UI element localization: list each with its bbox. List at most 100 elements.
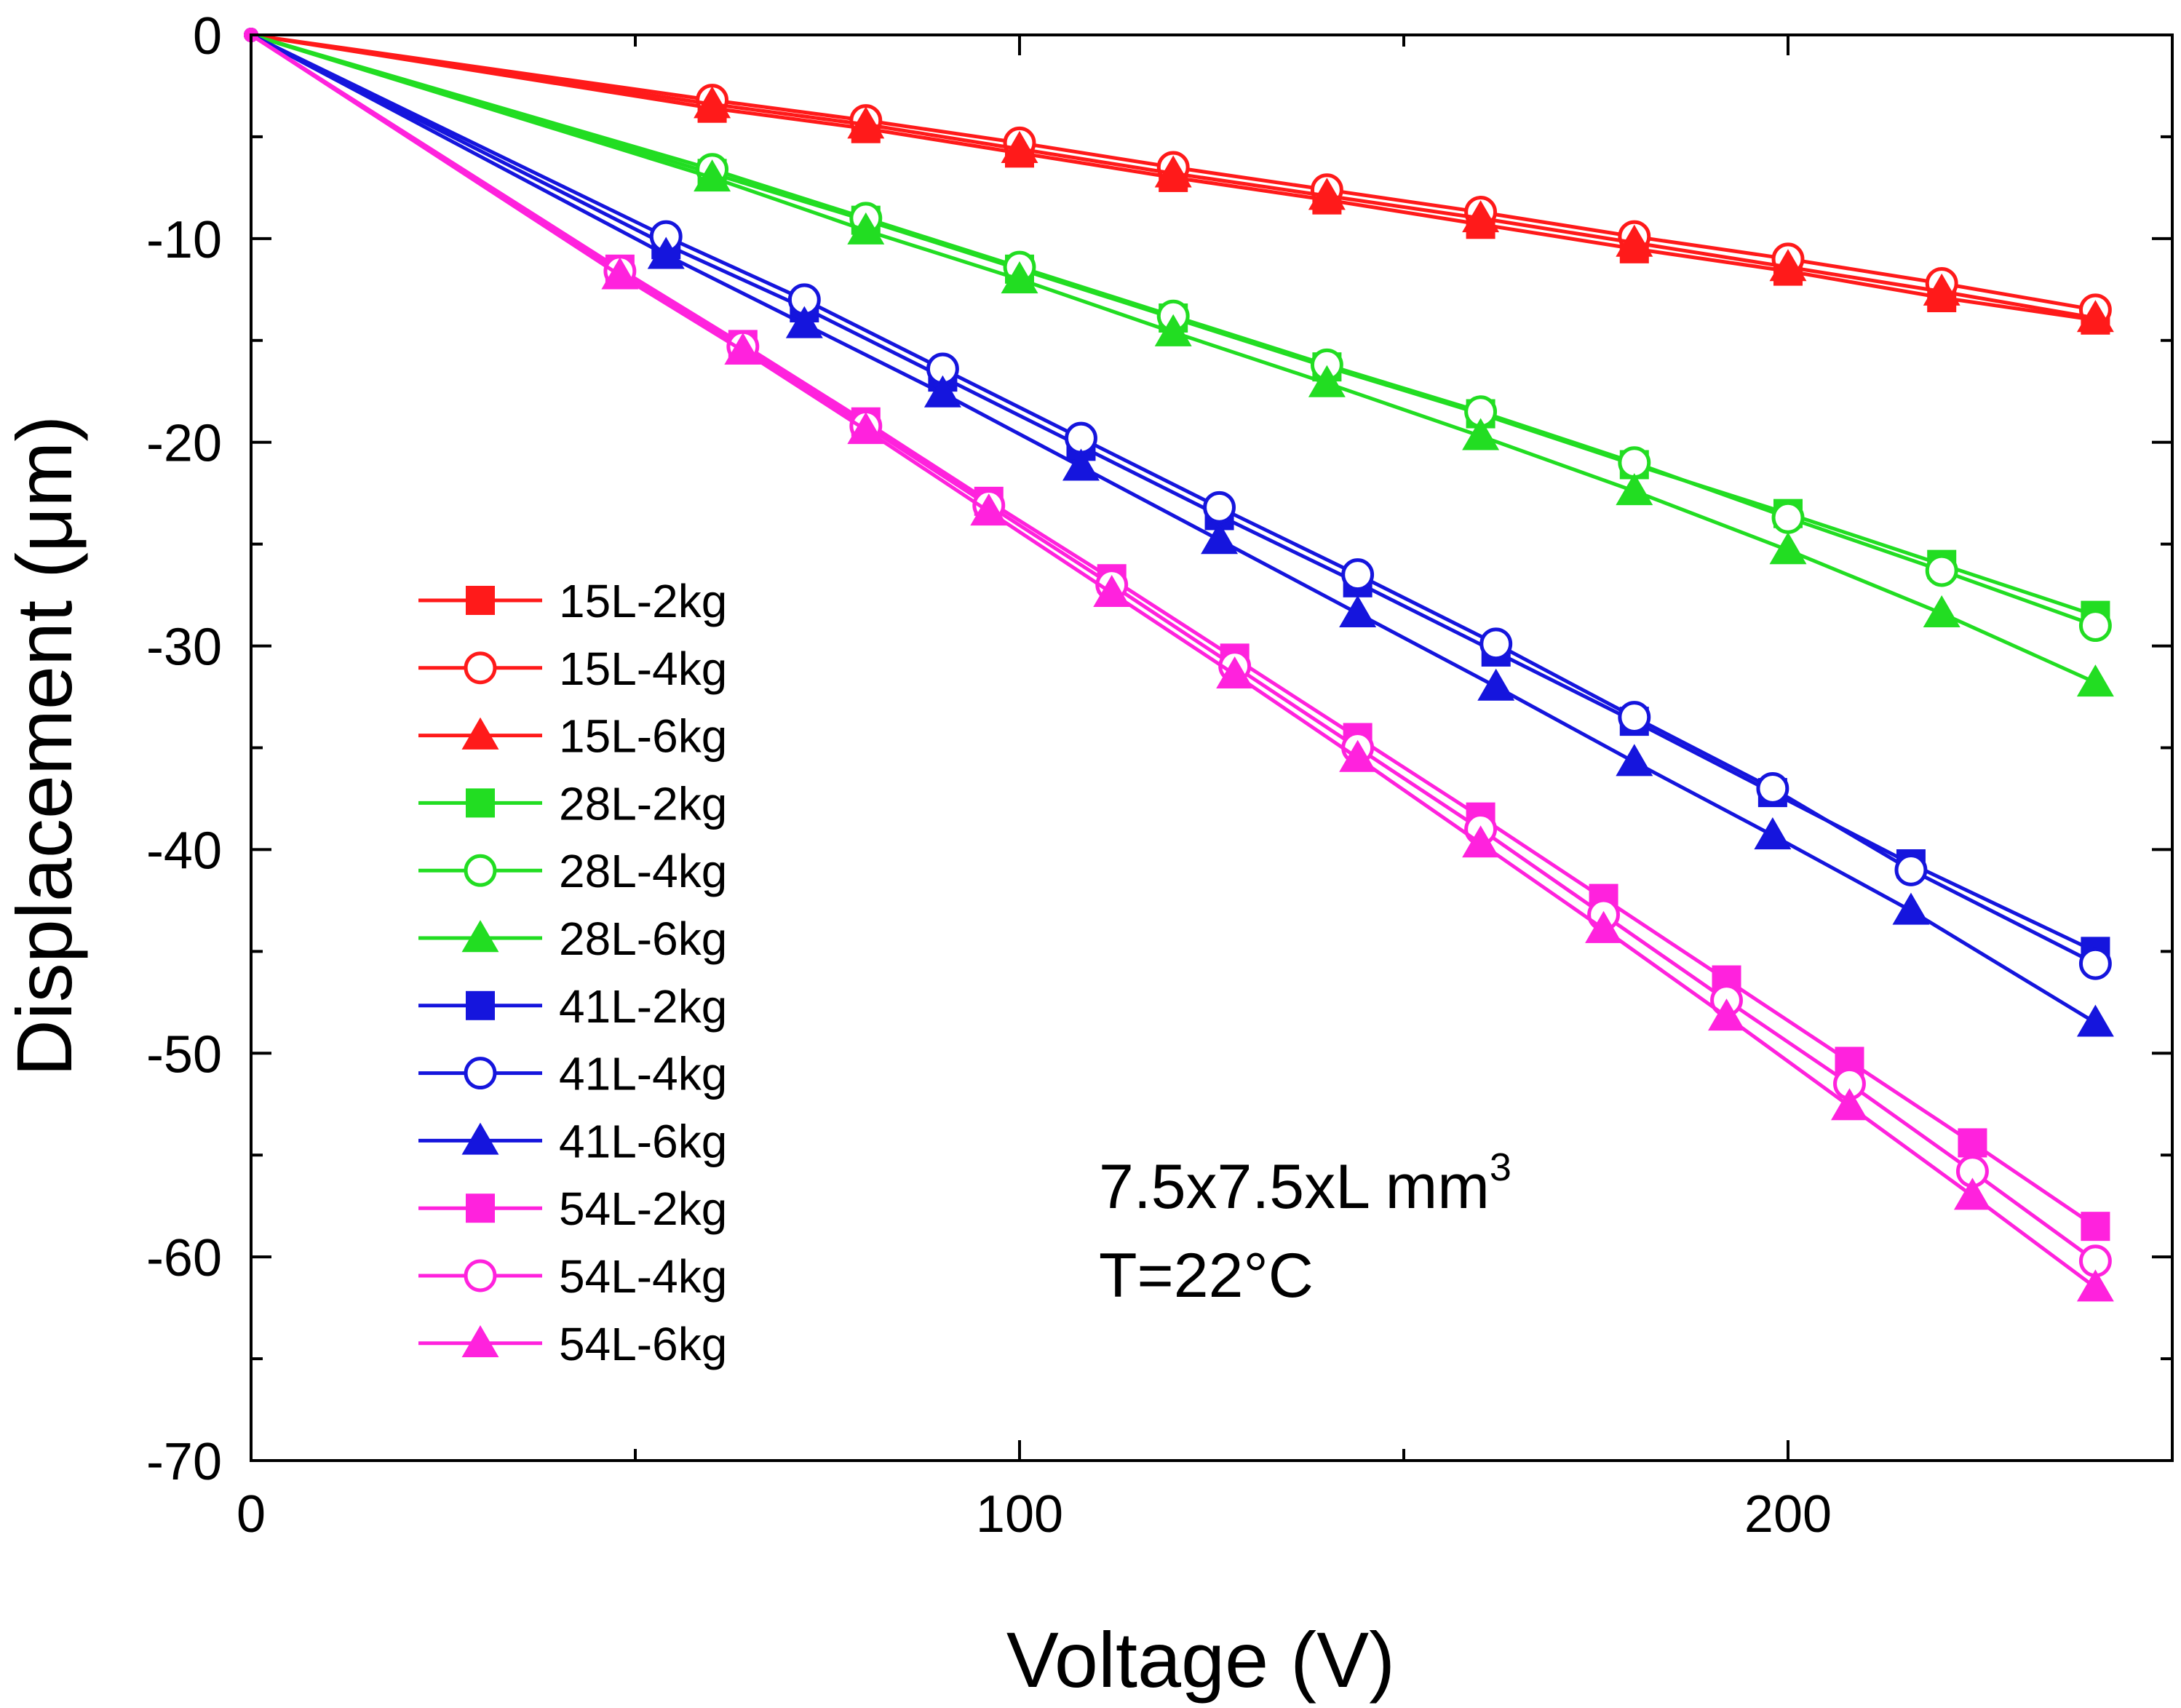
data-point [2076,664,2114,697]
data-point [1462,200,1500,233]
data-point [1892,892,1930,925]
data-point [2076,1269,2114,1302]
data-point [2076,1004,2114,1037]
data-point [1923,273,1960,306]
legend-item-28L-4kg: 28L-4kg [418,845,727,897]
data-point [694,86,731,119]
legend-marker [461,920,499,953]
series-41L-6kg [244,28,2114,1037]
legend-item-15L-6kg: 15L-6kg [418,710,727,763]
legend-marker [466,788,495,818]
data-point [1771,501,1805,534]
series-line-54L-4kg [250,33,2097,1263]
legend-item-28L-2kg: 28L-2kg [418,777,727,830]
y-tick-label: -60 [146,1229,222,1287]
legend-item-15L-4kg: 15L-4kg [418,643,727,695]
legend-marker [464,1259,497,1292]
data-point [1154,155,1192,188]
data-point [694,159,731,192]
y-tick-label: -50 [146,1025,222,1084]
legend-label: 15L-2kg [559,575,727,627]
data-point [847,106,885,139]
y-axis-title: Displacement (μm) [0,416,88,1076]
data-point [1001,130,1038,163]
data-point [970,493,1008,526]
data-point [1201,522,1239,555]
data-point [2078,947,2112,980]
data-point [1830,1088,1868,1121]
legend-marker [466,586,495,615]
data-point [1477,668,1515,701]
data-point [847,412,885,445]
y-tick-label: -20 [146,415,222,473]
legend-item-54L-4kg: 54L-4kg [418,1250,727,1303]
data-point [1616,224,1653,257]
data-point [1065,421,1097,455]
series-line-41L-2kg [250,33,2097,953]
data-point [1308,178,1346,210]
data-point [785,306,823,338]
data-point [1308,365,1346,397]
data-point [1618,701,1651,734]
series-line-54L-2kg [250,33,2097,1228]
data-point [1001,261,1038,294]
data-point [1462,418,1500,450]
series-line-54L-6kg [250,33,2097,1290]
annotation-superscript: 3 [1490,1145,1511,1189]
legend-label: 41L-6kg [559,1115,727,1167]
annotation-temperature: T=22°C [1099,1241,1314,1311]
data-point [1953,1177,1991,1210]
x-tick-label: 0 [237,1485,266,1544]
legend-marker [461,717,499,750]
data-point [1923,595,1960,628]
legend-marker [464,651,497,685]
axes-layer: 0 100 200 0 -10 -20 -30 -40 -50 -60 -70 [146,7,2174,1544]
data-point [1341,558,1375,592]
data-point [1756,772,1789,805]
series-line-28L-6kg [250,33,2097,685]
data-point [1462,825,1500,858]
legend-marker [466,1193,495,1223]
y-tick-label: -40 [146,822,222,880]
legend-item-41L-2kg: 41L-2kg [418,980,727,1033]
data-point [923,375,961,408]
annotation: 7.5x7.5xL mm3 T=22°C [1099,1145,1511,1311]
data-point [601,257,639,290]
annotation-dimensions-text: 7.5x7.5xL mm [1099,1152,1490,1222]
series-layer [244,28,2114,1302]
data-point [1754,817,1792,850]
data-point [1616,744,1653,776]
legend-marker [461,1325,499,1358]
data-point [1769,532,1807,565]
data-point [847,212,885,245]
data-point [2078,609,2112,643]
y-tick-label: 0 [193,7,222,65]
data-point [1216,656,1254,688]
data-point [1479,627,1513,661]
series-28L-6kg [244,28,2114,697]
legend-marker [461,1122,499,1155]
data-point [1203,490,1236,524]
legend-item-54L-2kg: 54L-2kg [418,1183,727,1235]
y-tick-label: -10 [146,211,222,269]
legend-label: 41L-2kg [559,980,727,1033]
annotation-dimensions: 7.5x7.5xL mm3 [1099,1145,1511,1222]
legend-marker [464,1057,497,1090]
legend-label: 28L-2kg [559,777,727,830]
data-point [1339,595,1377,628]
data-point [1093,575,1131,608]
legend-label: 28L-6kg [559,913,727,965]
x-tick-label: 200 [1744,1485,1832,1544]
legend-label: 54L-4kg [559,1250,727,1303]
legend-item-41L-6kg: 41L-6kg [418,1115,727,1167]
data-point [1958,1128,1987,1158]
data-point [1769,249,1807,282]
legend-label: 28L-4kg [559,845,727,897]
legend-item-41L-4kg: 41L-4kg [418,1048,727,1100]
legend-item-15L-2kg: 15L-2kg [418,575,727,627]
legend-marker [466,990,495,1020]
data-point [1708,998,1746,1031]
data-point [1062,448,1100,481]
